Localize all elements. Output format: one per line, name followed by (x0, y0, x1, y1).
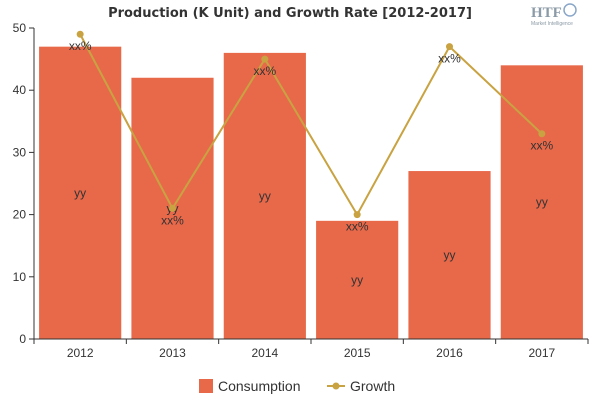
legend-label-growth: Growth (350, 378, 395, 394)
growth-data-label: xx% (346, 220, 369, 234)
y-tick-label: 0 (19, 332, 26, 346)
growth-data-label: xx% (530, 139, 553, 153)
bar-data-label: yy (259, 189, 271, 203)
y-tick-label: 10 (13, 270, 27, 284)
bar (223, 52, 306, 339)
y-tick-label: 40 (13, 83, 27, 97)
x-tick-label: 2012 (67, 346, 94, 360)
x-tick-label: 2017 (528, 346, 555, 360)
legend-swatch-consumption (199, 379, 213, 393)
x-tick-label: 2016 (436, 346, 463, 360)
growth-data-label: xx% (69, 39, 92, 53)
bar-data-label: yy (444, 248, 456, 262)
growth-data-label: xx% (253, 64, 276, 78)
bar-data-label: yy (536, 195, 548, 209)
y-tick-label: 50 (13, 21, 27, 35)
y-axis: 0 10 20 30 40 50 (13, 21, 35, 346)
chart-title: Production (K Unit) and Growth Rate [201… (108, 6, 472, 21)
growth-point (76, 30, 84, 38)
x-axis: 2012 2013 2014 2015 2016 2017 (33, 338, 589, 360)
growth-data-label: xx% (438, 52, 461, 66)
legend: Consumption Growth (199, 378, 395, 394)
x-tick-label: 2015 (344, 346, 371, 360)
bar (316, 220, 399, 339)
growth-line (79, 33, 543, 217)
logo-globe-icon (563, 3, 577, 17)
y-tick-label: 30 (13, 145, 27, 159)
growth-data-label: xx% (161, 213, 184, 227)
logo-subtitle: Market Intelligence (531, 21, 573, 27)
y-tick-label: 20 (13, 208, 27, 222)
x-tick-label: 2014 (251, 346, 278, 360)
bar-data-label: yy (74, 186, 86, 200)
line-series: xx% xx% xx% xx% xx% xx% (69, 30, 553, 234)
htf-logo: HTF Market Intelligence (531, 3, 577, 27)
growth-point (538, 130, 546, 138)
bar-series (39, 46, 583, 339)
growth-point (446, 43, 453, 51)
bar-labels: yyyyyyyyyyyy (74, 186, 548, 287)
bar (39, 46, 122, 339)
bar (408, 171, 491, 339)
x-tick-label: 2013 (159, 346, 186, 360)
growth-point (353, 211, 361, 219)
legend-label-consumption: Consumption (218, 378, 301, 394)
bar (500, 65, 583, 339)
logo-name: HTF (531, 5, 562, 21)
bar-data-label: yy (351, 273, 363, 287)
legend-swatch-growth-point (332, 382, 340, 390)
growth-point (261, 55, 269, 63)
growth-point (169, 204, 176, 212)
